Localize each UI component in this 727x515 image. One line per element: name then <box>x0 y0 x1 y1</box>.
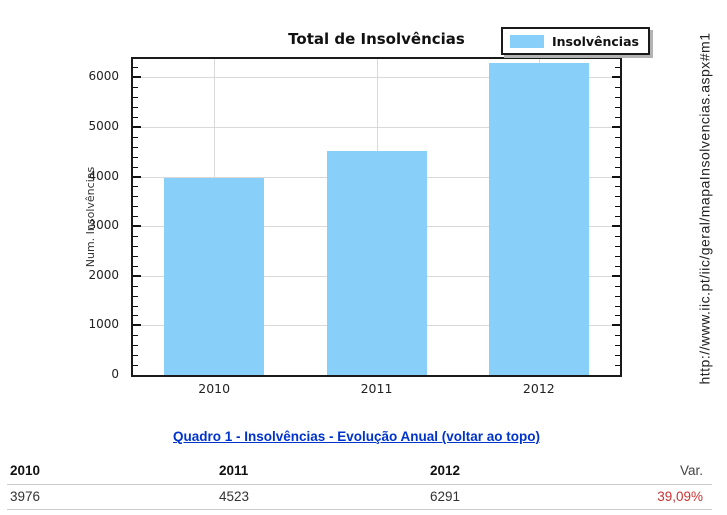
y-tick-left <box>133 136 138 138</box>
y-tick-right <box>615 166 620 168</box>
y-tick-right <box>612 175 620 178</box>
y-tick-right <box>615 355 620 357</box>
y-tick-label-4000: 4000 <box>88 168 119 183</box>
y-tick-right <box>615 107 620 109</box>
table-value-2010: 3976 <box>10 489 41 504</box>
y-tick-right <box>615 335 620 337</box>
chart-legend: Insolvências <box>501 27 650 55</box>
y-tick-left <box>133 186 138 188</box>
y-tick-right <box>612 125 620 128</box>
y-tick-left <box>133 146 138 148</box>
y-tick-left <box>133 206 138 208</box>
y-tick-left <box>133 255 138 257</box>
source-url: http://www.iic.pt/iic/geral/mapaInsolven… <box>696 32 713 385</box>
table-value-2011: 4523 <box>219 489 250 504</box>
y-tick-left <box>133 175 141 178</box>
y-tick-right <box>615 97 620 99</box>
y-tick-left <box>133 76 141 79</box>
y-tick-left <box>133 285 138 287</box>
table-divider-top <box>7 484 712 485</box>
y-tick-right <box>615 236 620 238</box>
y-tick-right <box>615 345 620 347</box>
y-tick-right <box>615 246 620 248</box>
y-tick-left <box>133 225 141 228</box>
y-tick-left <box>133 345 138 347</box>
table-value-variation: 39,09% <box>657 489 703 504</box>
table-header-2011: 2011 <box>219 463 249 478</box>
x-tick-label-2011: 2011 <box>360 381 393 396</box>
y-tick-right <box>615 365 620 367</box>
y-tick-left <box>133 196 138 198</box>
y-tick-right <box>612 225 620 228</box>
bar-2012 <box>488 62 589 375</box>
y-tick-right <box>615 315 620 317</box>
table-divider-bottom <box>7 509 712 510</box>
table-header-2010: 2010 <box>10 463 41 478</box>
legend-label: Insolvências <box>552 33 639 49</box>
y-tick-right <box>615 265 620 267</box>
y-tick-right <box>612 324 620 327</box>
y-tick-left <box>133 236 138 238</box>
y-tick-left <box>133 355 138 357</box>
caption-link[interactable]: Quadro 1 - Insolvências - Evolução Anual… <box>172 429 541 444</box>
y-tick-right <box>615 117 620 119</box>
y-tick-left <box>133 315 138 317</box>
y-tick-left <box>133 246 138 248</box>
y-tick-left <box>133 117 138 119</box>
y-tick-label-2000: 2000 <box>88 267 119 282</box>
legend-swatch-insolvencias <box>510 34 544 48</box>
y-tick-left <box>133 107 138 109</box>
bar-2010 <box>164 177 265 375</box>
y-tick-label-6000: 6000 <box>88 69 119 84</box>
y-tick-left <box>133 335 138 337</box>
y-tick-left <box>133 67 138 69</box>
table-header-2012: 2012 <box>430 463 461 478</box>
y-tick-left <box>133 97 138 99</box>
y-tick-left <box>133 265 138 267</box>
y-tick-right <box>615 136 620 138</box>
y-tick-right <box>615 255 620 257</box>
y-tick-right <box>615 67 620 69</box>
y-tick-right <box>615 206 620 208</box>
y-tick-left <box>133 156 138 158</box>
bar-2011 <box>326 150 427 375</box>
y-tick-right <box>615 216 620 218</box>
y-tick-label-1000: 1000 <box>88 317 119 332</box>
y-tick-right <box>612 76 620 79</box>
y-tick-right <box>612 274 620 277</box>
x-tick-label-2010: 2010 <box>198 381 231 396</box>
y-tick-left <box>133 305 138 307</box>
y-tick-left <box>133 87 138 89</box>
y-tick-right <box>615 285 620 287</box>
y-tick-right <box>615 295 620 297</box>
y-tick-right <box>615 156 620 158</box>
y-tick-left <box>133 324 141 327</box>
y-tick-left <box>133 274 141 277</box>
y-tick-right <box>615 196 620 198</box>
chart-title: Total de Insolvências <box>288 30 465 48</box>
y-tick-left <box>133 166 138 168</box>
y-tick-left <box>133 365 138 367</box>
y-tick-left <box>133 125 141 128</box>
x-tick-label-2012: 2012 <box>522 381 555 396</box>
y-tick-right <box>615 146 620 148</box>
y-tick-right <box>615 186 620 188</box>
y-tick-left <box>133 216 138 218</box>
y-tick-right <box>615 87 620 89</box>
y-tick-label-0: 0 <box>111 367 119 381</box>
table-value-2012: 6291 <box>430 489 461 504</box>
y-tick-label-5000: 5000 <box>88 118 119 133</box>
y-tick-left <box>133 295 138 297</box>
table-header-var: Var. <box>679 463 703 478</box>
y-tick-label-3000: 3000 <box>88 218 119 233</box>
plot-area <box>131 57 622 377</box>
y-tick-right <box>615 305 620 307</box>
